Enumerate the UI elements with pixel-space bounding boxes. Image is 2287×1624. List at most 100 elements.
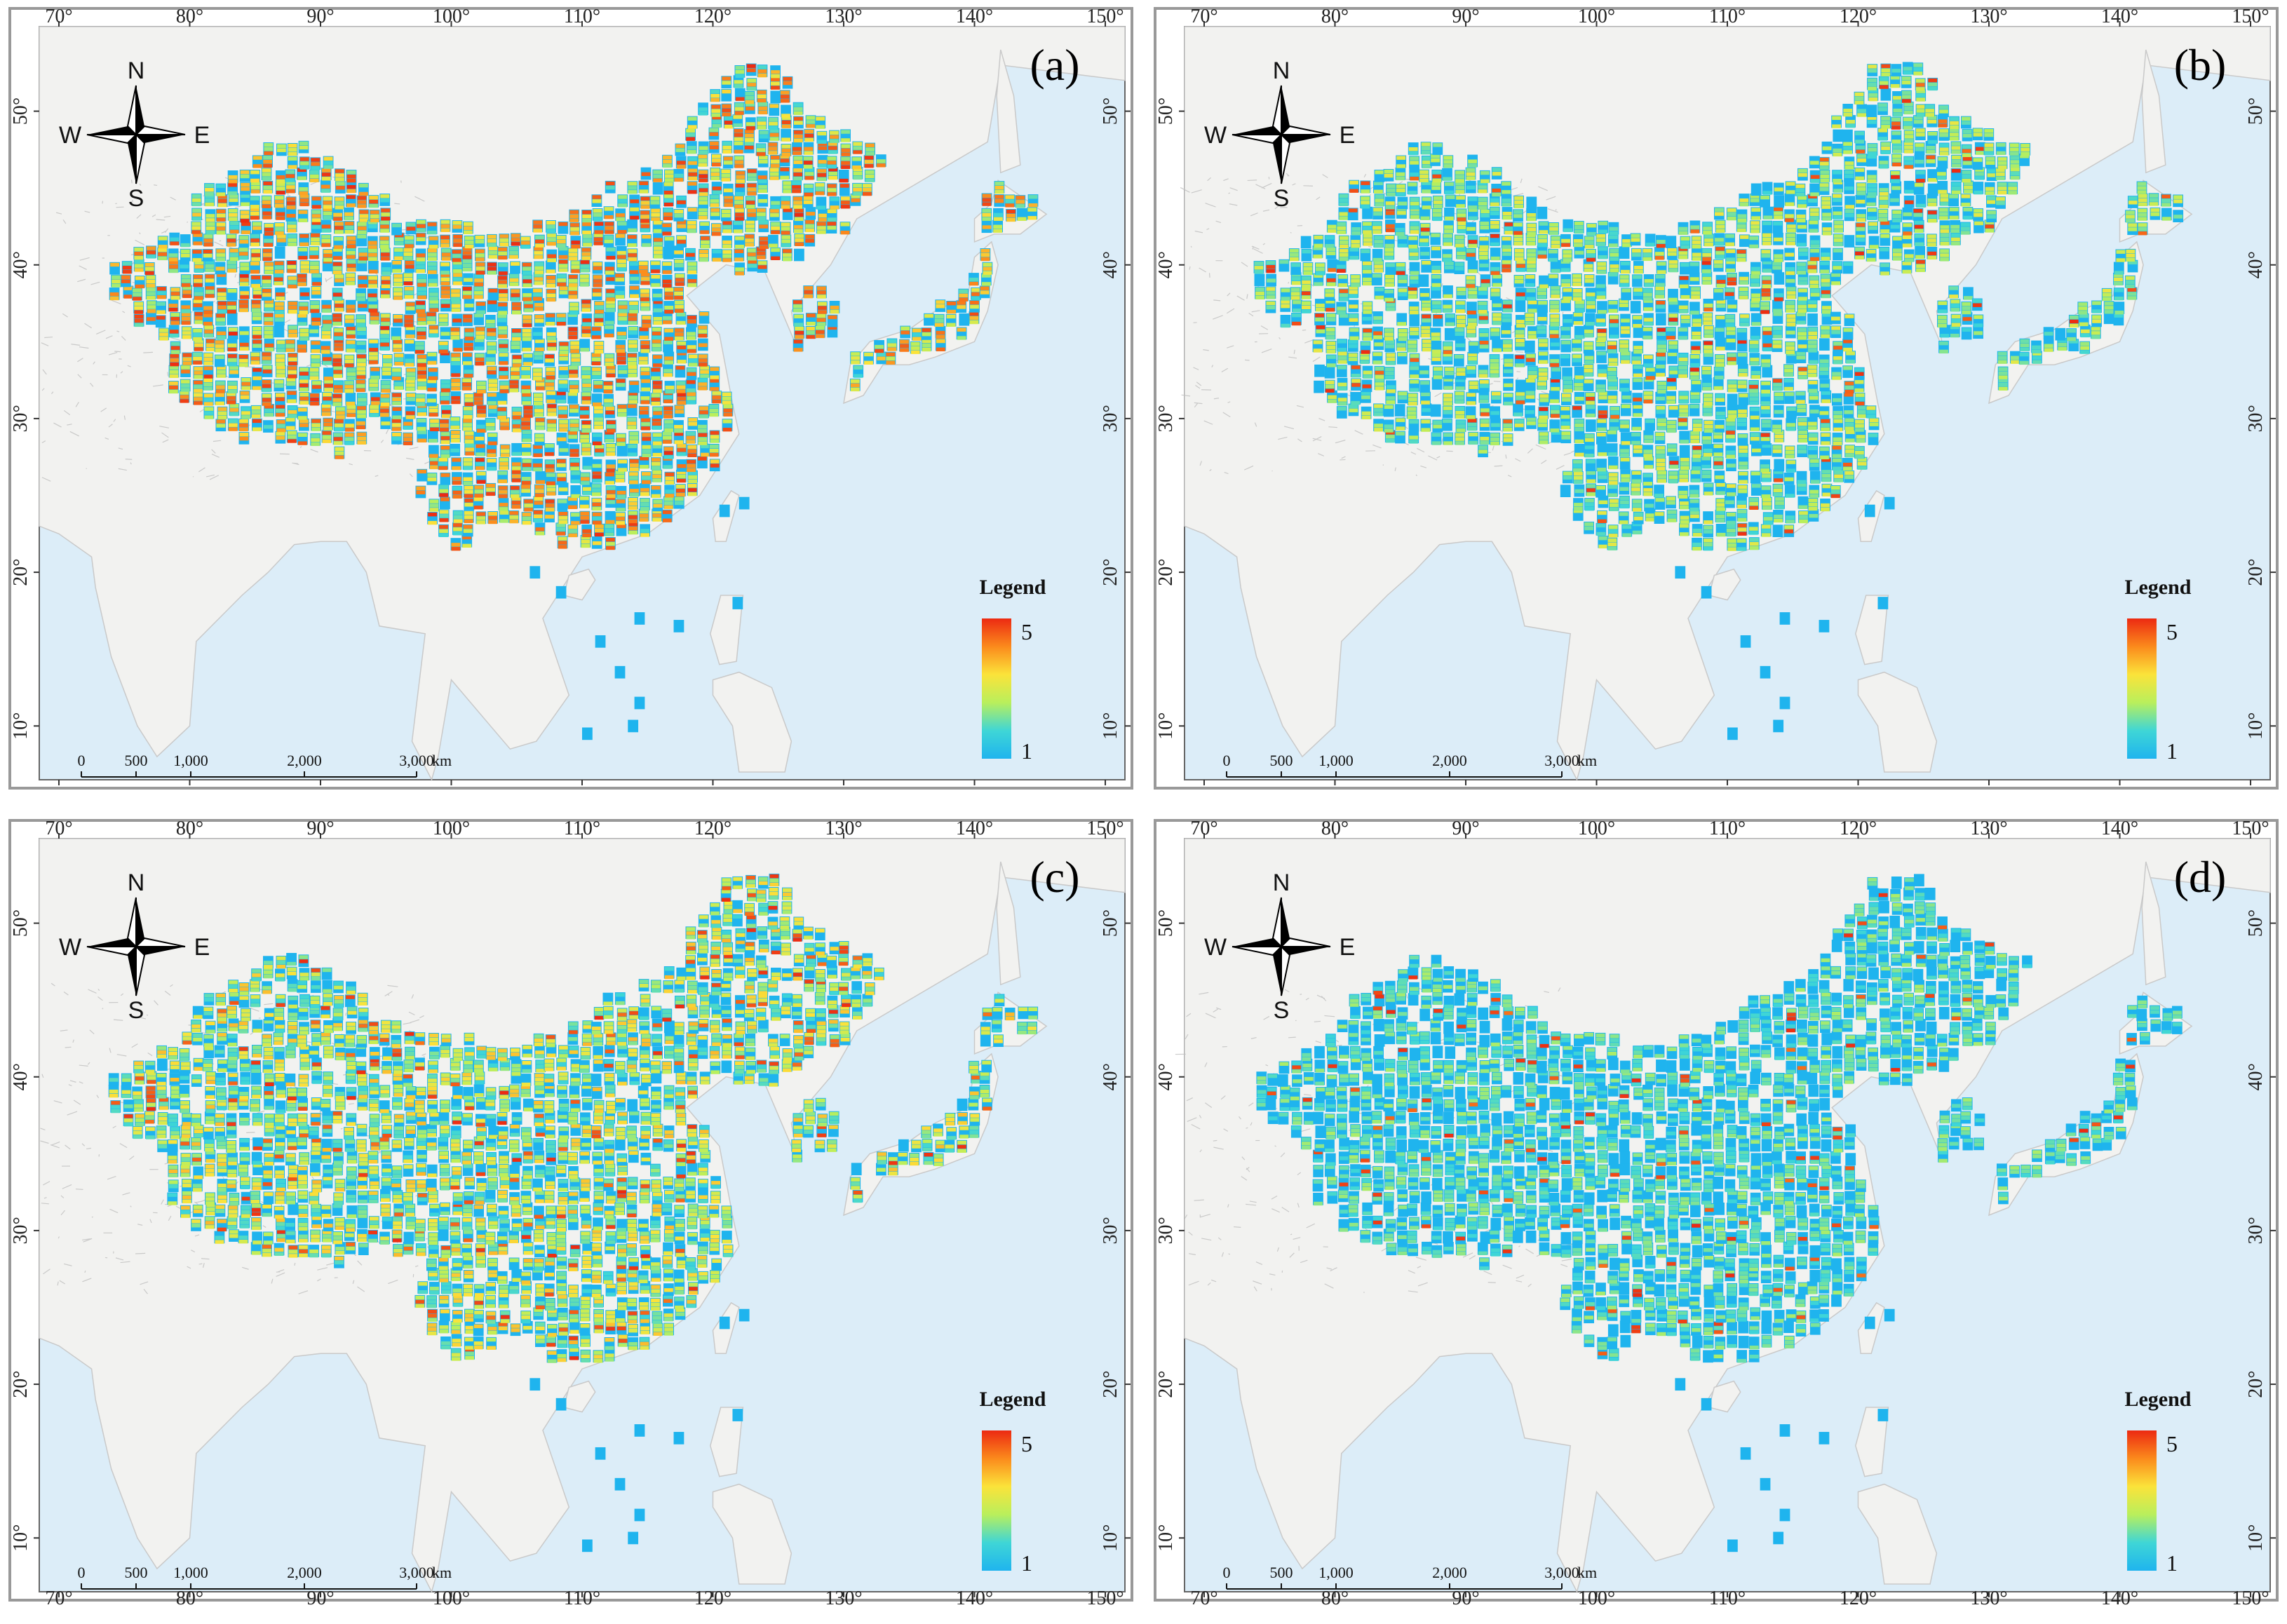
coverage-tile (1372, 1074, 1383, 1087)
coverage-tile (1796, 1113, 1807, 1126)
scale-bar-label: 0 (78, 1564, 86, 1581)
coverage-tile (1385, 1150, 1396, 1163)
graticule: 70° 80° 90° 100° 110° 120° 130° 140° 150°10° 10°2… (10, 6, 1131, 785)
coverage-tile (1819, 620, 1830, 632)
coverage-tile (1750, 183, 1762, 196)
coverage-tile (1373, 1019, 1384, 1031)
lat-tick-label-left: 40° (10, 1063, 32, 1090)
coverage-tile (1819, 338, 1830, 351)
coverage-tile (1821, 1139, 1832, 1152)
coverage-tile (1515, 379, 1526, 393)
scale-bar-label: 0 (78, 752, 86, 769)
coverage-tile (1503, 1111, 1514, 1124)
coverage-tile (1630, 301, 1641, 313)
coverage-tile (898, 1139, 909, 1152)
coverage-tile (732, 1409, 743, 1421)
coverage-tile (1502, 1018, 1513, 1031)
land-mass (996, 861, 1021, 986)
land-mass (710, 1407, 744, 1477)
lat-tick-label-right: 20° (2245, 1371, 2267, 1398)
scale-bar-label: 3,000 (1544, 752, 1579, 769)
lon-tick-label-bottom: 100° (433, 1588, 470, 1606)
map-panel-c: 70° 70° 80° 80° 90° 90° 100° 100° 110° 110° 120° 12… (3, 813, 1139, 1606)
lon-tick-label-bottom: 150° (2232, 1588, 2269, 1606)
scale-bar-label: 2,000 (1432, 752, 1467, 769)
coverage-tile (732, 597, 743, 609)
coverage-tile (1408, 1139, 1419, 1151)
coverage-tile (1491, 1113, 1502, 1125)
coverage-tile (1610, 1217, 1621, 1231)
coverage-tile (555, 1398, 567, 1411)
lat-tick-label-left: 30° (10, 405, 32, 432)
lat-tick-label-right: 40° (1100, 1063, 1121, 1090)
coverage-tile (614, 1138, 626, 1151)
map-canvas: 70° 80° 90° 100° 110° 120° 130° 140° 150°10° 10°2… (1148, 1, 2284, 794)
coverage-tile (1619, 1163, 1631, 1176)
coverage-tile (1779, 696, 1790, 710)
coverage-tile (529, 566, 541, 579)
coverage-tile (1536, 1060, 1547, 1074)
lon-tick-label-top: 120° (1840, 818, 1877, 839)
lat-tick-label-right: 20° (1100, 1371, 1121, 1398)
lon-tick-label-top: 110° (1709, 818, 1746, 839)
compass-n-label: N (128, 57, 145, 84)
coverage-tile (1431, 1178, 1443, 1191)
lon-tick-label-top: 90° (1452, 818, 1479, 839)
lat-tick-label-left: 20° (10, 1371, 32, 1398)
coverage-tile (1620, 1334, 1631, 1348)
map-canvas: 70°70°80°80°90°90°100°100°110°110°120°12… (1148, 813, 2284, 1606)
lat-tick-label-right: 30° (2245, 1217, 2267, 1244)
coverage-tile (1842, 129, 1853, 142)
coverage-tile (1845, 1153, 1856, 1165)
land-mass (1857, 671, 1938, 773)
coverage-tile (1619, 1151, 1631, 1164)
scale-bar-label: 3,000 (399, 752, 434, 769)
lon-tick-label-top: 130° (1970, 818, 2007, 839)
panel-label: (b) (2174, 40, 2227, 90)
lat-tick-label-left: 40° (1155, 251, 1177, 278)
panel-label: (a) (1030, 40, 1079, 90)
compass-s-label: S (1274, 185, 1290, 212)
compass-s-label: S (128, 997, 144, 1024)
coverage-tile (1891, 877, 1902, 889)
lat-tick-label-right: 10° (2245, 1524, 2267, 1552)
lon-tick-label-top: 120° (694, 818, 731, 839)
coverage-tile (1703, 1350, 1713, 1363)
lon-tick-label-top: 90° (306, 6, 334, 27)
lon-tick-label-top: 140° (956, 818, 993, 839)
coverage-tile (1877, 597, 1889, 609)
coverage-tile (1300, 236, 1311, 249)
coverage-tile (1314, 380, 1324, 393)
coverage-tile (1772, 525, 1783, 537)
coverage-tiles (1253, 62, 2184, 740)
coverage-tile (1927, 183, 1938, 196)
coverage-tile (1444, 327, 1455, 341)
compass-w-label: W (1204, 122, 1227, 149)
land-mass (712, 671, 792, 773)
legend-min-label: 1 (1021, 738, 1032, 764)
coverage-tile (1762, 365, 1773, 378)
lon-tick-label-top: 80° (176, 818, 203, 839)
lat-tick-label-left: 30° (10, 1217, 32, 1244)
lon-tick-label-top: 70° (45, 6, 72, 27)
coverage-tile (582, 727, 593, 740)
graticule: 70° 80° 90° 100° 110° 120° 130° 140° 150°10° 10°2… (1155, 6, 2276, 785)
coverage-tile (652, 182, 663, 195)
map-canvas: 70° 80° 90° 100° 110° 120° 130° 140° 150°10° 10°2… (3, 1, 1139, 794)
lat-tick-label-left: 10° (10, 1524, 32, 1552)
coverage-tile (1654, 1284, 1665, 1297)
coverage-tile (1443, 1021, 1454, 1034)
lat-tick-label-left: 50° (1155, 909, 1177, 937)
coverage-tile (634, 612, 645, 625)
coverage-tile (1526, 196, 1537, 210)
coverage-tile (1621, 1242, 1632, 1254)
coverage-tile (1539, 1097, 1550, 1111)
land-mass (1708, 568, 1741, 601)
coverage-tile (663, 247, 674, 259)
coverage-tile (1409, 313, 1420, 327)
coverage-tile (851, 1163, 862, 1176)
lat-tick-label-right: 50° (2245, 909, 2267, 937)
coverage-tile (288, 1203, 299, 1215)
